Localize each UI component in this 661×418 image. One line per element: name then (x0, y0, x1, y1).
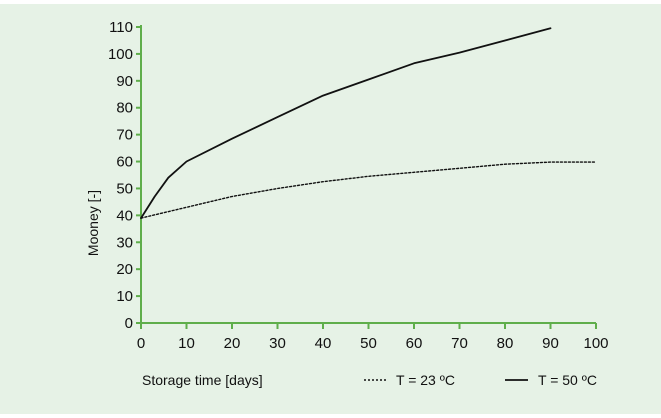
series-layer (140, 27, 597, 220)
legend-label-23: T = 23 ºC (396, 372, 455, 388)
y-tick-label: 30 (116, 234, 133, 251)
y-tick-label: 110 (109, 19, 133, 36)
x-tick-label: 60 (406, 335, 423, 352)
y-tick-label: 90 (116, 73, 133, 90)
x-tick-label: 70 (451, 335, 468, 352)
x-tick-label: 80 (497, 335, 514, 352)
ticks-layer: 0 10 20 30 40 50 60 70 80 90 100 110 0 10 20 30 40 50 60 70… (108, 19, 609, 352)
x-tick-label: 90 (542, 335, 559, 352)
y-tick-label: 100 (108, 46, 133, 63)
x-tick-label: 40 (315, 335, 332, 352)
legend-label-50: T = 50 ºC (538, 372, 597, 388)
y-tick-label: 10 (116, 288, 133, 305)
x-tick-label: 30 (269, 335, 286, 352)
legend: T = 23 ºC T = 50 ºC (364, 372, 597, 388)
y-axis-title: Mooney [-] (85, 190, 101, 256)
x-tick-label: 50 (360, 335, 377, 352)
series-line-t23 (140, 161, 597, 219)
y-tick-label: 50 (116, 180, 133, 197)
x-tick-label: 100 (583, 335, 608, 352)
x-tick-label: 0 (137, 335, 145, 352)
x-axis-title: Storage time [days] (142, 372, 263, 388)
x-tick-label: 20 (224, 335, 241, 352)
series-line-t50 (140, 27, 552, 220)
y-tick-label: 60 (116, 154, 133, 171)
chart-background (0, 4, 661, 414)
y-tick-label: 0 (125, 315, 133, 332)
y-tick-label: 80 (116, 100, 133, 117)
y-tick-label: 40 (116, 207, 133, 224)
y-tick-label: 70 (116, 127, 133, 144)
y-tick-label: 20 (116, 261, 133, 278)
x-tick-label: 10 (178, 335, 195, 352)
